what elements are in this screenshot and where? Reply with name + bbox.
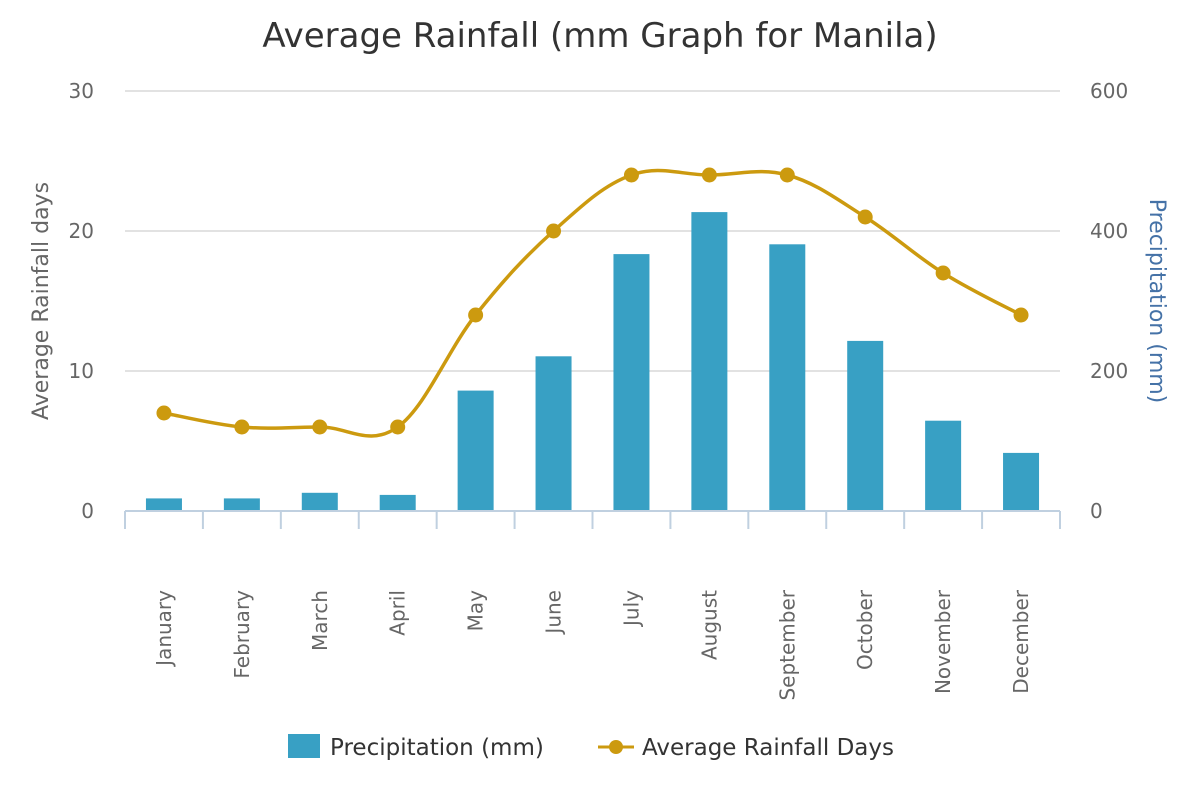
category-label: August bbox=[697, 590, 721, 660]
right-tick-label: 600 bbox=[1090, 79, 1128, 103]
legend-item-rainfall-days[interactable]: Average Rainfall Days bbox=[598, 735, 894, 761]
category-label: January bbox=[152, 590, 176, 668]
category-label: February bbox=[230, 590, 254, 679]
x-axis bbox=[124, 510, 1061, 529]
point-july[interactable] bbox=[623, 167, 639, 183]
gridlines bbox=[125, 90, 1060, 372]
legend-swatch-dot bbox=[609, 740, 623, 754]
bar-november[interactable] bbox=[925, 420, 962, 511]
left-axis-ticks: 0 10 20 30 bbox=[69, 79, 94, 523]
right-axis-title: Precipitation (mm) bbox=[1144, 199, 1169, 404]
category-label: July bbox=[619, 590, 643, 628]
rainfall-days-path bbox=[163, 168, 1022, 438]
legend: Precipitation (mm) Average Rainfall Days bbox=[288, 734, 894, 761]
bar-march[interactable] bbox=[301, 492, 338, 511]
category-label: March bbox=[308, 590, 332, 651]
left-tick-label: 10 bbox=[69, 359, 94, 383]
right-tick-label: 0 bbox=[1090, 499, 1103, 523]
bar-august[interactable] bbox=[691, 212, 728, 511]
category-labels: January February March April May June July Augu… bbox=[152, 589, 1033, 700]
left-tick-label: 0 bbox=[81, 499, 94, 523]
category-label: October bbox=[853, 589, 877, 670]
point-november[interactable] bbox=[935, 265, 951, 281]
bar-april[interactable] bbox=[379, 494, 416, 511]
point-april[interactable] bbox=[390, 419, 406, 435]
category-label: April bbox=[386, 590, 410, 636]
category-label: November bbox=[931, 589, 955, 694]
category-label: May bbox=[464, 590, 488, 632]
rainfall-days-line bbox=[156, 167, 1029, 438]
right-axis-ticks: 0 200 400 600 bbox=[1090, 79, 1128, 523]
category-label: June bbox=[542, 590, 566, 636]
bar-july[interactable] bbox=[613, 254, 650, 511]
point-october[interactable] bbox=[857, 209, 873, 225]
point-march[interactable] bbox=[312, 419, 328, 435]
point-january[interactable] bbox=[156, 405, 172, 421]
category-label: December bbox=[1009, 589, 1033, 693]
point-september[interactable] bbox=[779, 167, 795, 183]
point-february[interactable] bbox=[234, 419, 250, 435]
left-tick-label: 20 bbox=[69, 219, 94, 243]
point-december[interactable] bbox=[1013, 307, 1029, 323]
right-tick-label: 400 bbox=[1090, 219, 1128, 243]
legend-label-precipitation: Precipitation (mm) bbox=[330, 735, 544, 761]
chart-title: Average Rainfall (mm Graph for Manila) bbox=[262, 16, 937, 56]
bar-january[interactable] bbox=[145, 498, 182, 511]
bar-september[interactable] bbox=[769, 244, 806, 512]
bar-october[interactable] bbox=[847, 340, 884, 511]
bar-february[interactable] bbox=[223, 498, 260, 511]
bar-may[interactable] bbox=[457, 390, 494, 511]
point-august[interactable] bbox=[701, 167, 717, 183]
legend-label-rainfall-days: Average Rainfall Days bbox=[642, 735, 894, 761]
category-label: September bbox=[775, 589, 799, 700]
point-june[interactable] bbox=[546, 223, 562, 239]
bar-december[interactable] bbox=[1003, 452, 1040, 511]
legend-swatch-precipitation bbox=[288, 734, 320, 758]
left-axis-title: Average Rainfall days bbox=[29, 182, 54, 420]
point-may[interactable] bbox=[468, 307, 484, 323]
bar-june[interactable] bbox=[535, 356, 572, 511]
left-tick-label: 30 bbox=[69, 79, 94, 103]
right-tick-label: 200 bbox=[1090, 359, 1128, 383]
precipitation-bars bbox=[145, 212, 1040, 512]
legend-item-precipitation[interactable]: Precipitation (mm) bbox=[288, 734, 544, 761]
